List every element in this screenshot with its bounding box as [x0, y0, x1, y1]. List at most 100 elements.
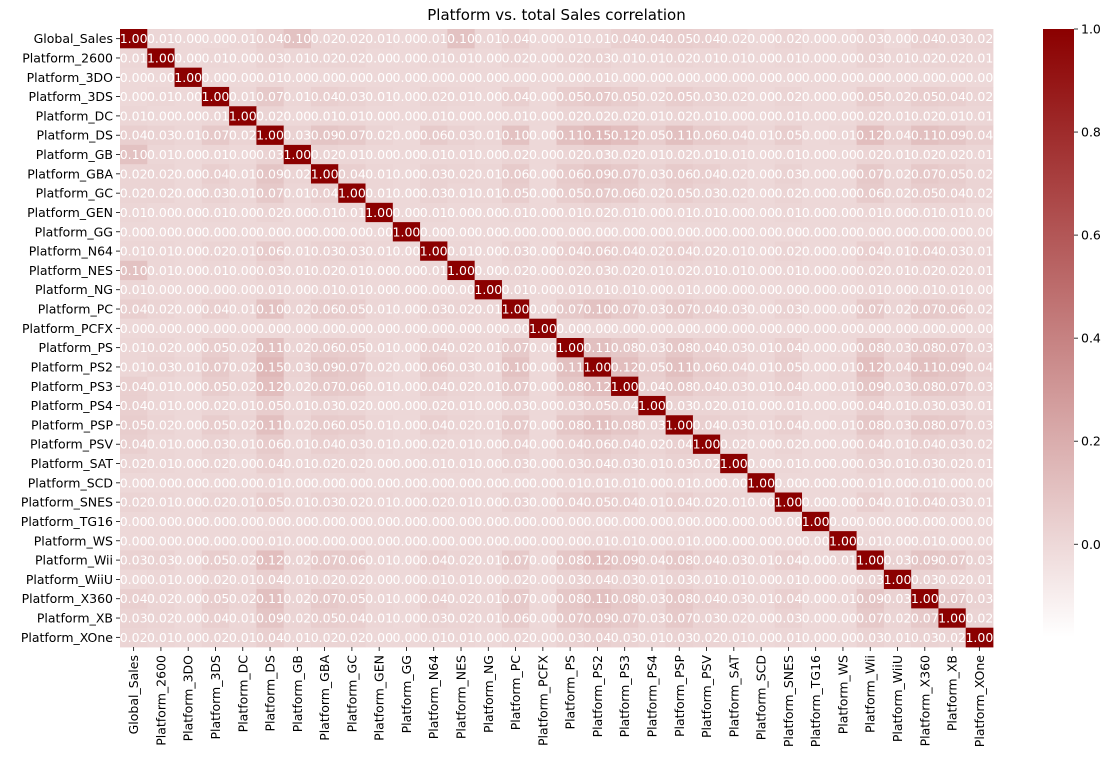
heatmap-cell [501, 434, 530, 455]
heatmap-cell [529, 144, 557, 165]
heatmap-cell [201, 106, 230, 126]
heatmap-cell [611, 589, 639, 609]
cell-value-label: 0.00 [720, 205, 748, 220]
heatmap-cell [420, 473, 448, 493]
heatmap-cell [120, 531, 148, 551]
heatmap-cell [365, 29, 394, 49]
heatmap-cell [447, 434, 476, 455]
cell-value-label: 0.00 [120, 321, 148, 336]
heatmap-cell [665, 589, 694, 609]
cell-value-label: 0.01 [965, 456, 993, 471]
cell-value-label: 0.00 [365, 282, 393, 297]
heatmap-cell [147, 376, 175, 397]
cell-value-label: 0.07 [938, 591, 966, 606]
row-tick-labels: Global_SalesPlatform_2600Platform_3DOPla… [21, 31, 120, 645]
cell-value-label: 0.00 [529, 50, 557, 65]
heatmap-cell [583, 453, 612, 474]
cell-value-label: 0.11 [583, 591, 611, 606]
heatmap-cell [174, 202, 203, 223]
heatmap-cell [774, 202, 803, 223]
heatmap-cell [474, 531, 503, 551]
heatmap-cell [611, 531, 639, 551]
heatmap-cell [201, 222, 230, 242]
cell-value-label: 0.00 [911, 224, 939, 239]
cell-value-label: 0.04 [202, 302, 230, 317]
cell-value-label: 0.01 [338, 205, 366, 220]
cell-value-label: 0.00 [365, 572, 393, 587]
heatmap-cell [392, 202, 421, 223]
heatmap-cell [283, 106, 312, 126]
heatmap-cell [747, 415, 776, 435]
cell-value-label: 0.00 [829, 147, 857, 162]
cell-value-label: 0.00 [229, 514, 257, 529]
cell-value-label: 0.00 [393, 398, 421, 413]
cell-value-label: 0.01 [365, 302, 393, 317]
cell-value-label: 0.00 [174, 108, 202, 123]
cell-value-label: 0.00 [747, 147, 775, 162]
cell-value-label: 0.04 [583, 572, 611, 587]
heatmap-cell [665, 453, 694, 474]
cell-value-label: 0.01 [747, 591, 775, 606]
heatmap-cell [692, 29, 721, 49]
cell-value-label: 0.01 [474, 166, 502, 181]
cell-value-label: 0.03 [502, 495, 530, 510]
heatmap-cell [965, 29, 994, 49]
cell-value-label: 0.02 [338, 31, 366, 46]
heatmap-cell [692, 395, 721, 416]
heatmap-cell [392, 589, 421, 609]
heatmap-cell [911, 86, 939, 107]
cell-value-label: 0.08 [911, 417, 939, 432]
heatmap-cell [856, 627, 885, 648]
cell-value-label: 0.01 [120, 205, 148, 220]
heatmap-cell [911, 260, 939, 281]
heatmap-cell [338, 550, 366, 571]
cell-value-label: 0.00 [965, 475, 993, 490]
heatmap-cell [201, 627, 230, 648]
heatmap-cell [720, 453, 748, 474]
heatmap-cell [174, 144, 203, 165]
heatmap-cell [310, 338, 339, 358]
cell-value-label: 0.00 [202, 70, 230, 85]
cell-value-label: 0.02 [256, 108, 284, 123]
cell-value-label: 0.02 [147, 166, 175, 181]
heatmap-cell [174, 183, 203, 204]
heatmap-cell [829, 144, 857, 165]
cell-value-label: 0.01 [365, 31, 393, 46]
cell-value-label: 0.07 [338, 128, 366, 143]
heatmap-cell [829, 473, 857, 493]
cell-value-label: 0.04 [720, 128, 748, 143]
heatmap-cell [583, 280, 612, 300]
cell-value-label: 0.02 [283, 553, 311, 568]
heatmap-cell [529, 202, 557, 223]
cell-value-label: 0.01 [747, 359, 775, 374]
cell-value-label: 1.00 [938, 611, 966, 626]
row-label: Platform_NG [35, 282, 113, 297]
heatmap-cell [392, 106, 421, 126]
cell-value-label: 0.08 [911, 340, 939, 355]
heatmap-cell [174, 222, 203, 242]
cell-value-label: 0.00 [365, 50, 393, 65]
cell-value-label: 0.00 [829, 321, 857, 336]
cell-value-label: 0.00 [529, 282, 557, 297]
heatmap-cell [965, 260, 994, 281]
cell-value-label: 0.08 [911, 379, 939, 394]
heatmap-cell [338, 415, 366, 435]
heatmap-cell [747, 395, 776, 416]
cell-value-label: 0.05 [583, 398, 611, 413]
cell-value-label: 0.02 [938, 147, 966, 162]
cell-value-label: 0.05 [911, 89, 939, 104]
heatmap-cell [829, 125, 857, 146]
cell-value-label: 0.01 [965, 263, 993, 278]
heatmap-cell [829, 569, 857, 590]
cell-value-label: 0.12 [611, 128, 639, 143]
cell-value-label: 0.06 [665, 166, 693, 181]
heatmap-cell [883, 453, 912, 474]
cell-value-label: 0.03 [720, 591, 748, 606]
heatmap-cell [283, 453, 312, 474]
cell-value-label: 0.00 [884, 224, 912, 239]
cell-value-label: 0.02 [447, 340, 475, 355]
heatmap-cell [338, 376, 366, 397]
heatmap-cell [829, 531, 857, 551]
heatmap-cell [201, 338, 230, 358]
cell-value-label: 0.04 [638, 379, 666, 394]
